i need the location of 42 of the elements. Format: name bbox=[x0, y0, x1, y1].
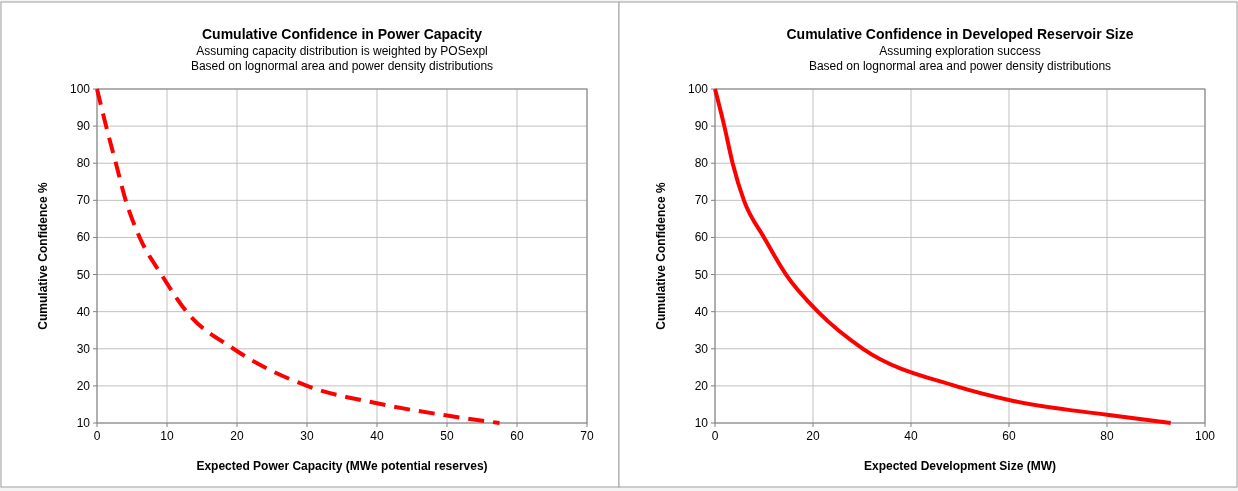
chart-subtitle: Assuming exploration success Based on lognormal area and power density distributions bbox=[808, 44, 1112, 73]
y-tick-label: 50 bbox=[76, 267, 91, 282]
x-tick-label: 30 bbox=[300, 429, 314, 443]
x-axis-title: Expected Power Capacity (MWe potential reserves) bbox=[196, 459, 488, 473]
x-tick-label: 80 bbox=[1100, 429, 1114, 443]
y-tick-label: 40 bbox=[76, 304, 91, 319]
y-tick-label: 30 bbox=[694, 341, 709, 356]
x-tick-label: 10 bbox=[160, 429, 174, 443]
y-tick-label: 70 bbox=[694, 193, 709, 208]
x-tick-label: 40 bbox=[370, 429, 384, 443]
chart-subtitle: Assuming capacity distribution is weighted by POSexpl Based on lognormal area and power density distributions bbox=[190, 44, 494, 73]
y-tick-label: 60 bbox=[76, 230, 91, 245]
y-tick-label: 50 bbox=[694, 267, 709, 282]
y-tick-label: 40 bbox=[694, 304, 709, 319]
x-tick-label: 20 bbox=[230, 429, 244, 443]
y-tick-label: 100 bbox=[69, 82, 91, 96]
x-tick-label: 50 bbox=[440, 429, 454, 443]
y-tick-label: 90 bbox=[694, 119, 709, 134]
y-axis-title: Cumulative Confidence % bbox=[36, 181, 50, 330]
x-tick-label: 70 bbox=[580, 429, 594, 443]
y-tick-label: 80 bbox=[76, 156, 91, 171]
y-tick-label: 20 bbox=[76, 378, 91, 393]
x-tick-label: 20 bbox=[806, 429, 820, 443]
y-tick-label: 100 bbox=[687, 82, 709, 96]
x-tick-label: 60 bbox=[1002, 429, 1016, 443]
y-axis-title: Cumulative Confidence % bbox=[654, 181, 668, 330]
chart-title: Cumulative Confidence in Developed Reservoir Size bbox=[786, 26, 1134, 42]
y-tick-label: 70 bbox=[76, 193, 91, 208]
x-tick-label: 0 bbox=[93, 429, 101, 443]
y-tick-label: 90 bbox=[76, 119, 91, 134]
x-tick-label: 0 bbox=[711, 429, 719, 443]
y-tick-label: 10 bbox=[76, 416, 91, 430]
y-tick-label: 20 bbox=[694, 378, 709, 393]
y-tick-label: 80 bbox=[694, 156, 709, 171]
x-axis-title: Expected Development Size (MW) bbox=[863, 459, 1057, 473]
x-tick-label: 60 bbox=[510, 429, 524, 443]
y-tick-label: 60 bbox=[694, 230, 709, 245]
x-tick-label: 100 bbox=[1194, 429, 1216, 443]
x-tick-label: 40 bbox=[904, 429, 918, 443]
y-tick-label: 30 bbox=[76, 341, 91, 356]
y-tick-label: 10 bbox=[694, 416, 709, 430]
chart-title: Cumulative Confidence in Power Capacity bbox=[201, 26, 483, 42]
